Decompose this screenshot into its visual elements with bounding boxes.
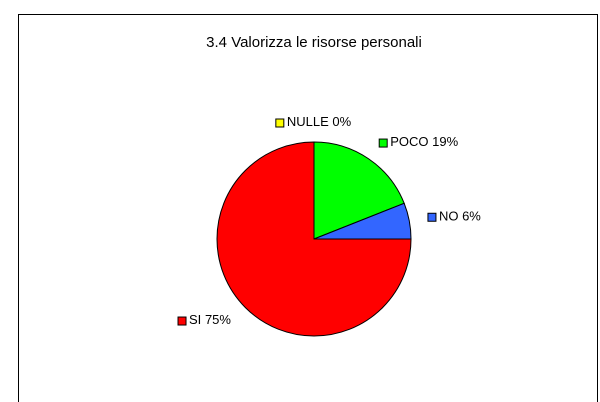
category-label: NO [439, 209, 459, 224]
data-label-text: POCO 19% [390, 134, 458, 149]
label-swatch [177, 316, 187, 326]
data-label-text: NO 6% [439, 209, 481, 224]
value-label: 75% [205, 312, 231, 327]
label-swatch [378, 138, 388, 148]
value-label: 6% [462, 209, 481, 224]
data-label-text: SI 75% [189, 312, 231, 327]
label-swatch [427, 212, 437, 222]
data-label: POCO 19% [378, 134, 459, 149]
data-label-text: NULLE 0% [287, 114, 352, 129]
data-label: SI 75% [177, 312, 231, 327]
pie-slice [216, 141, 412, 337]
pie-slice [313, 141, 405, 240]
data-label: NULLE 0% [275, 114, 352, 129]
data-label: NO 6% [427, 209, 481, 224]
category-label: NULLE [287, 114, 329, 129]
value-label: 19% [432, 134, 458, 149]
chart-title: 3.4 Valorizza le risorse personali [206, 34, 422, 51]
label-swatch [275, 118, 285, 128]
category-label: POCO [390, 134, 428, 149]
category-label: SI [189, 312, 201, 327]
value-label: 0% [332, 114, 351, 129]
